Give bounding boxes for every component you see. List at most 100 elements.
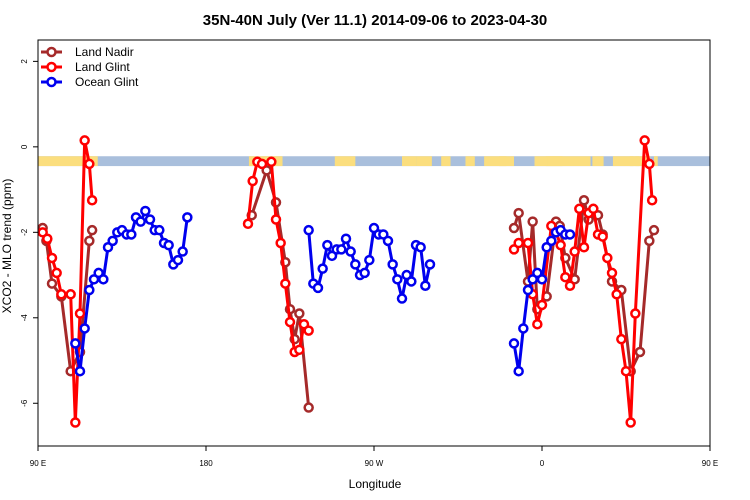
land-band-segment — [441, 156, 451, 167]
data-point — [574, 203, 585, 215]
data-point — [56, 289, 67, 300]
chart-title: 35N-40N July (Ver 11.1) 2014-09-06 to 20… — [203, 12, 547, 29]
legend-marker — [46, 61, 57, 73]
land-band-segment — [334, 156, 356, 167]
data-point — [578, 195, 590, 206]
data-point — [135, 216, 146, 227]
data-point — [303, 402, 314, 413]
data-point — [569, 246, 580, 257]
data-point — [536, 299, 548, 311]
data-point — [154, 224, 165, 236]
data-point — [546, 235, 557, 247]
axes: 90 E 180 90 W 0 90 E -6 -4 -2 0 2 — [20, 39, 718, 468]
legend-item-land-glint: Land Glint — [41, 60, 130, 74]
data-point — [303, 325, 314, 336]
x-tick-label: 180 — [199, 459, 213, 468]
legend-label: Ocean Glint — [75, 75, 139, 89]
data-point — [74, 365, 86, 377]
data-point — [322, 239, 333, 251]
land-band-segment — [629, 156, 640, 167]
series-line — [512, 138, 654, 424]
data-point — [51, 267, 62, 279]
data-point — [42, 233, 53, 244]
data-point — [86, 195, 98, 206]
data-point — [564, 229, 576, 240]
data-point — [46, 278, 58, 289]
ocean-band — [38, 156, 710, 167]
data-point — [625, 417, 636, 428]
data-point — [275, 237, 286, 249]
data-point — [646, 195, 658, 206]
data-point — [84, 158, 95, 170]
data-point — [588, 203, 599, 215]
y-tick-label: -6 — [20, 399, 29, 407]
data-point — [84, 235, 95, 247]
data-point — [508, 222, 520, 234]
land-band-segment — [416, 156, 432, 167]
data-point — [387, 259, 398, 270]
y-tick-label: 0 — [20, 144, 29, 149]
series-ocean-glint — [70, 205, 576, 377]
land-band-segment — [38, 156, 87, 167]
data-point — [65, 289, 76, 300]
data-point — [644, 235, 655, 247]
data-point — [513, 365, 524, 377]
y-tick-label: -4 — [20, 314, 29, 322]
data-point — [396, 293, 408, 304]
land-band-segment — [551, 156, 563, 167]
data-point — [70, 338, 81, 349]
x-tick-label: 90 E — [30, 459, 46, 468]
data-point — [616, 333, 627, 345]
series-line — [250, 168, 311, 408]
data-point — [256, 158, 268, 170]
data-point — [242, 218, 254, 230]
data-point — [536, 274, 548, 285]
data-point — [597, 231, 608, 242]
data-point — [532, 318, 543, 330]
data-point — [392, 274, 403, 285]
data-point — [644, 158, 655, 170]
legend-marker — [46, 46, 57, 58]
data-point — [336, 244, 347, 255]
data-point — [303, 224, 314, 236]
data-point — [560, 271, 571, 283]
data-point — [70, 417, 81, 428]
data-point — [382, 235, 394, 247]
data-point — [606, 267, 618, 279]
data-point — [359, 267, 370, 279]
data-point — [294, 308, 305, 319]
data-point — [518, 323, 529, 334]
data-point — [508, 338, 520, 349]
y-tick-label: -2 — [20, 228, 29, 236]
data-point — [79, 323, 90, 334]
land-band-segment — [612, 156, 634, 167]
legend-label: Land Glint — [75, 60, 130, 74]
data-point — [611, 289, 622, 300]
data-point — [620, 365, 632, 377]
data-point — [266, 156, 277, 168]
data-point — [172, 254, 184, 266]
data-point — [294, 344, 305, 356]
legend-label: Land Nadir — [75, 45, 134, 59]
data-point — [527, 216, 538, 227]
data-point — [280, 278, 291, 289]
legend-marker — [46, 76, 57, 88]
data-point — [564, 280, 576, 291]
data-point — [406, 276, 417, 287]
legend-item-ocean-glint: Ocean Glint — [41, 75, 139, 89]
land-band-segment — [654, 156, 658, 167]
land-band-segment — [592, 156, 604, 167]
data-point — [602, 252, 613, 264]
data-point — [424, 259, 436, 270]
data-point — [107, 235, 118, 247]
data-point — [284, 316, 296, 328]
land-band-segment — [545, 156, 548, 167]
y-tick-label: 2 — [20, 59, 29, 64]
land-band-segment — [465, 156, 475, 167]
data-point — [415, 242, 426, 253]
data-point — [345, 246, 356, 257]
legend-item-land-nadir: Land Nadir — [41, 45, 134, 59]
data-point — [317, 263, 328, 274]
data-point — [350, 259, 361, 270]
